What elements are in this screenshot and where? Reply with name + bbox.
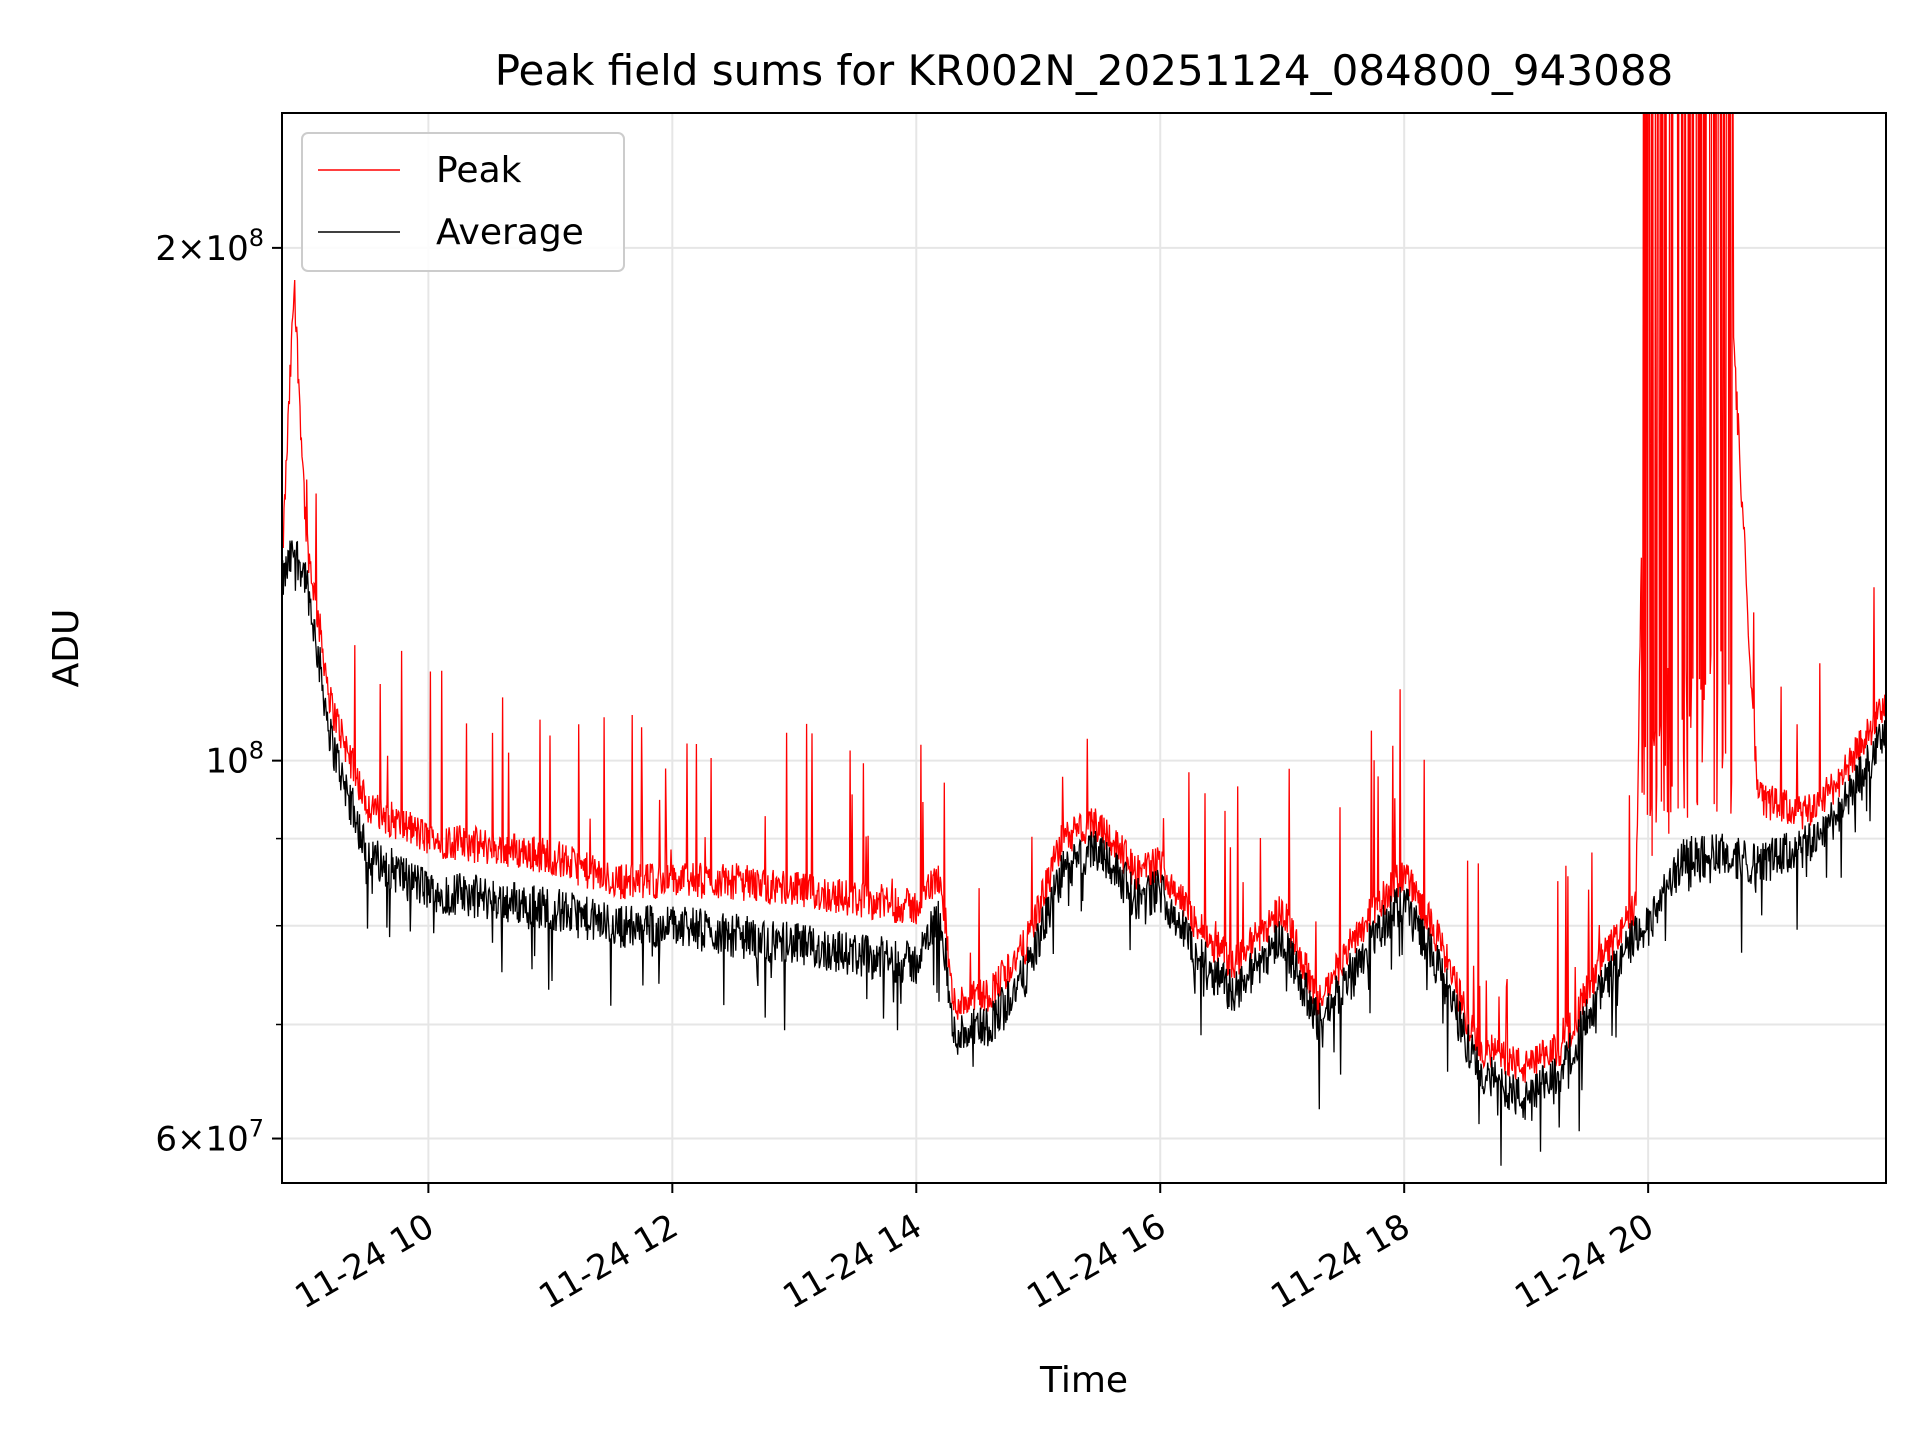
chart-title: Peak field sums for KR002N_20251124_0848… xyxy=(495,46,1674,95)
y-axis-title: ADU xyxy=(46,609,87,688)
y-tick-label: 2×108 xyxy=(155,224,264,269)
x-axis-title: Time xyxy=(1039,1360,1128,1401)
legend-average-label: Average xyxy=(436,212,584,253)
x-tick-label: 11-24 10 xyxy=(288,1206,440,1317)
x-tick-label: 11-24 14 xyxy=(776,1206,928,1317)
series-peak-line xyxy=(282,113,1886,1083)
y-tick-label: 6×107 xyxy=(155,1115,264,1160)
legend: Peak Average xyxy=(301,132,625,272)
x-tick-label: 11-24 20 xyxy=(1508,1206,1660,1317)
x-tick-label: 11-24 16 xyxy=(1020,1206,1172,1317)
series-average-line xyxy=(282,540,1886,1166)
legend-peak-label: Peak xyxy=(436,150,522,191)
legend-box xyxy=(301,132,625,272)
x-tick-label: 11-24 18 xyxy=(1264,1206,1416,1317)
x-tick-label: 11-24 12 xyxy=(532,1206,684,1317)
y-tick-label: 108 xyxy=(205,737,264,782)
plot-frame xyxy=(281,112,1887,1184)
series-layer xyxy=(282,113,1886,1166)
